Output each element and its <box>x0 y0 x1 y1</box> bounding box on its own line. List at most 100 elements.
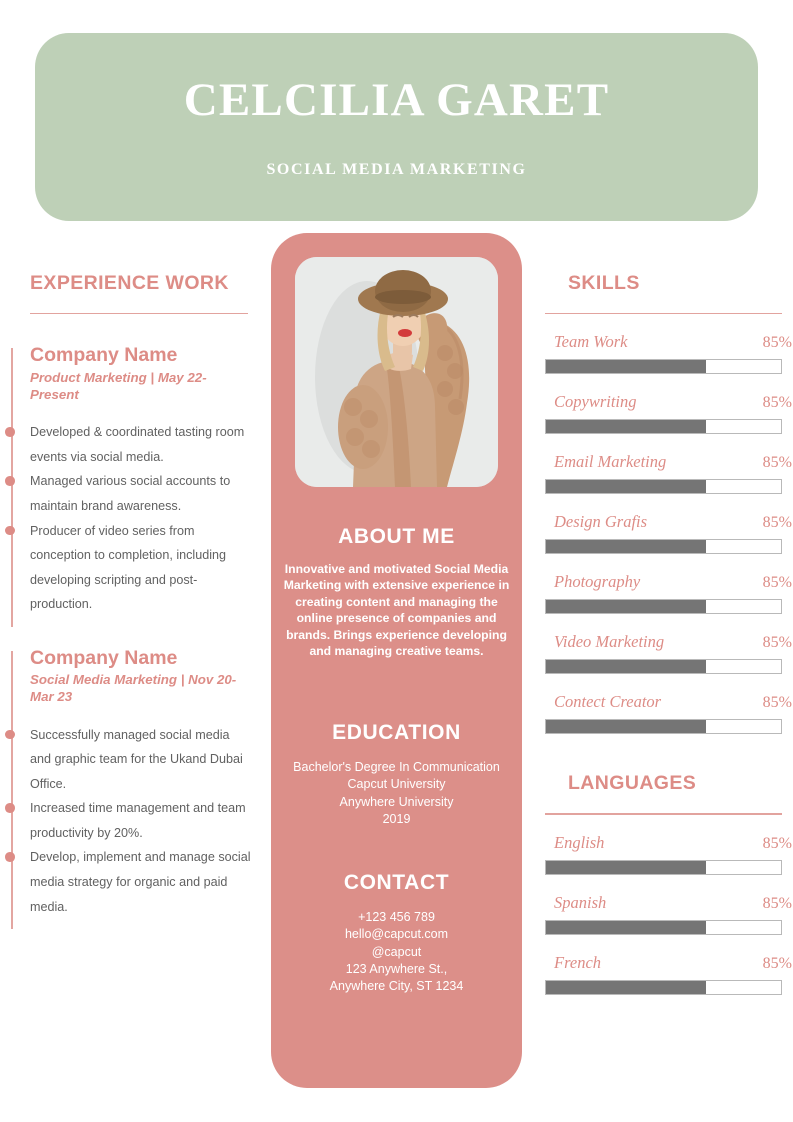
text-line: Capcut University <box>347 777 446 792</box>
experience-section-title: EXPERIENCE WORK <box>30 272 229 294</box>
skill-label: Email Marketing <box>554 452 667 472</box>
skill-label-line: Contect Creator 85% <box>545 692 793 712</box>
header-subtitle: SOCIAL MEDIA MARKETING <box>266 160 527 178</box>
timeline-rail <box>11 650 13 930</box>
skill-progress-track <box>545 599 782 615</box>
skill-value: 85% <box>762 394 792 412</box>
language-progress-fill <box>546 920 706 934</box>
experience-role-dates: Product Marketing | May 22-Present <box>30 369 207 403</box>
text-line: 123 Anywhere St., <box>345 961 448 976</box>
timeline-dot <box>5 852 15 862</box>
experience-bullet-list: Developed & coordinated tasting room eve… <box>30 420 252 616</box>
skills-column: SKILLS Team Work 85% Copywriting 85% Email M… <box>545 272 793 995</box>
experience-bullet: Producer of video series from conception… <box>30 523 227 612</box>
language-progress-track <box>545 859 782 875</box>
skill-progress-track <box>545 719 782 735</box>
language-label: French <box>554 952 602 972</box>
experience-entry: Company Name Product Marketing | May 22-P… <box>0 344 262 616</box>
skill-row: Contect Creator 85% <box>545 692 793 735</box>
experience-bullet-list: Successfully managed social media and gr… <box>30 723 252 919</box>
skill-progress-fill <box>546 540 706 554</box>
avatar <box>295 257 498 487</box>
timeline-dot <box>5 803 15 813</box>
language-label-line: Spanish 85% <box>545 893 793 913</box>
timeline-dot <box>5 427 15 437</box>
languages-title-rule <box>545 813 782 815</box>
education-title: EDUCATION <box>332 721 461 744</box>
skill-progress-fill <box>546 600 706 614</box>
skill-progress-fill <box>546 480 706 494</box>
language-progress-fill <box>546 860 706 874</box>
text-line: 2019 <box>382 811 411 826</box>
skill-progress-track <box>545 479 782 495</box>
experience-title-rule <box>30 313 248 315</box>
experience-bullet: Increased time management and team produ… <box>30 801 246 840</box>
text-line: Anywhere University <box>339 794 454 809</box>
about-title: ABOUT ME <box>338 525 455 548</box>
timeline-dot <box>5 525 15 536</box>
skill-label-line: Design Grafis 85% <box>545 512 793 532</box>
skill-value: 85% <box>762 454 792 472</box>
portrait-photo-icon <box>295 257 498 487</box>
timeline-dot <box>5 476 15 486</box>
skill-progress-track <box>545 419 782 435</box>
text-line: @capcut <box>371 944 422 959</box>
language-row: French 85% <box>545 953 793 995</box>
experience-column: EXPERIENCE WORK Company Name Product Mark… <box>0 272 262 930</box>
skill-label: Contect Creator <box>554 692 662 712</box>
contact-lines: +123 456 789 hello@capcut.com @capcut 123 A… <box>283 909 510 995</box>
contact-section: CONTACT +123 456 789 hello@capcut.com @cap… <box>283 871 510 995</box>
skill-progress-fill <box>546 420 706 434</box>
page-title: CELCILIA GARET <box>183 74 610 127</box>
education-lines: Bachelor's Degree In Communication Capcut… <box>283 759 510 828</box>
language-value: 85% <box>762 834 792 852</box>
header-banner: CELCILIA GARET SOCIAL MEDIA MARKETING <box>35 33 758 221</box>
skill-progress-track <box>545 359 782 375</box>
skill-label: Photography <box>554 572 641 592</box>
skill-label-line: Video Marketing 85% <box>545 632 793 652</box>
skill-value: 85% <box>762 694 792 712</box>
skill-progress-track <box>545 659 782 675</box>
text-line: Anywhere City, ST 1234 <box>329 979 464 993</box>
language-label: English <box>554 832 605 852</box>
timeline-dot <box>5 729 15 740</box>
skill-label: Copywriting <box>554 392 637 412</box>
languages-list: English 85% Spanish 85% French 85% <box>545 833 793 995</box>
skill-label-line: Photography 85% <box>545 572 793 592</box>
about-text: Innovative and motivated Social Media Ma… <box>283 562 510 659</box>
language-progress-fill <box>546 980 706 994</box>
experience-jobs-list: Company Name Product Marketing | May 22-P… <box>0 344 262 919</box>
experience-role-dates: Social Media Marketing | Nov 20-Mar 23 <box>30 672 237 705</box>
language-label-line: French 85% <box>545 953 793 973</box>
about-section: ABOUT ME Innovative and motivated Social… <box>283 525 510 660</box>
skill-row: Email Marketing 85% <box>545 452 793 495</box>
skill-label-line: Team Work 85% <box>545 332 793 352</box>
text-line: Bachelor's Degree In Communication <box>293 760 500 774</box>
language-progress-track <box>545 979 782 995</box>
experience-company-name: Company Name <box>30 646 178 669</box>
skill-progress-fill <box>546 660 706 674</box>
skill-row: Photography 85% <box>545 572 793 615</box>
language-progress-track <box>545 919 782 935</box>
skill-row: Design Grafis 85% <box>545 512 793 555</box>
skill-row: Team Work 85% <box>545 332 793 375</box>
skill-row: Video Marketing 85% <box>545 632 793 675</box>
language-value: 85% <box>762 954 792 972</box>
experience-bullet: Developed & coordinated tasting room eve… <box>30 425 245 464</box>
skill-label: Team Work <box>554 332 628 352</box>
language-label-line: English 85% <box>545 833 793 853</box>
skill-label: Design Grafis <box>554 512 648 532</box>
contact-title: CONTACT <box>343 871 450 894</box>
language-value: 85% <box>762 894 792 912</box>
experience-bullet: Managed various social accounts to maint… <box>30 474 231 514</box>
skill-label: Video Marketing <box>554 632 665 652</box>
experience-entry: Company Name Social Media Marketing | Nov… <box>0 647 262 919</box>
experience-bullet: Develop, implement and manage social med… <box>30 850 251 914</box>
text-line: hello@capcut.com <box>344 927 448 942</box>
skill-label-line: Email Marketing 85% <box>545 452 793 472</box>
skills-title-rule <box>545 313 782 315</box>
text-line: +123 456 789 <box>358 910 435 924</box>
skills-list: Team Work 85% Copywriting 85% Email Marketin… <box>545 332 793 735</box>
skill-value: 85% <box>762 634 792 652</box>
skill-progress-track <box>545 539 782 555</box>
